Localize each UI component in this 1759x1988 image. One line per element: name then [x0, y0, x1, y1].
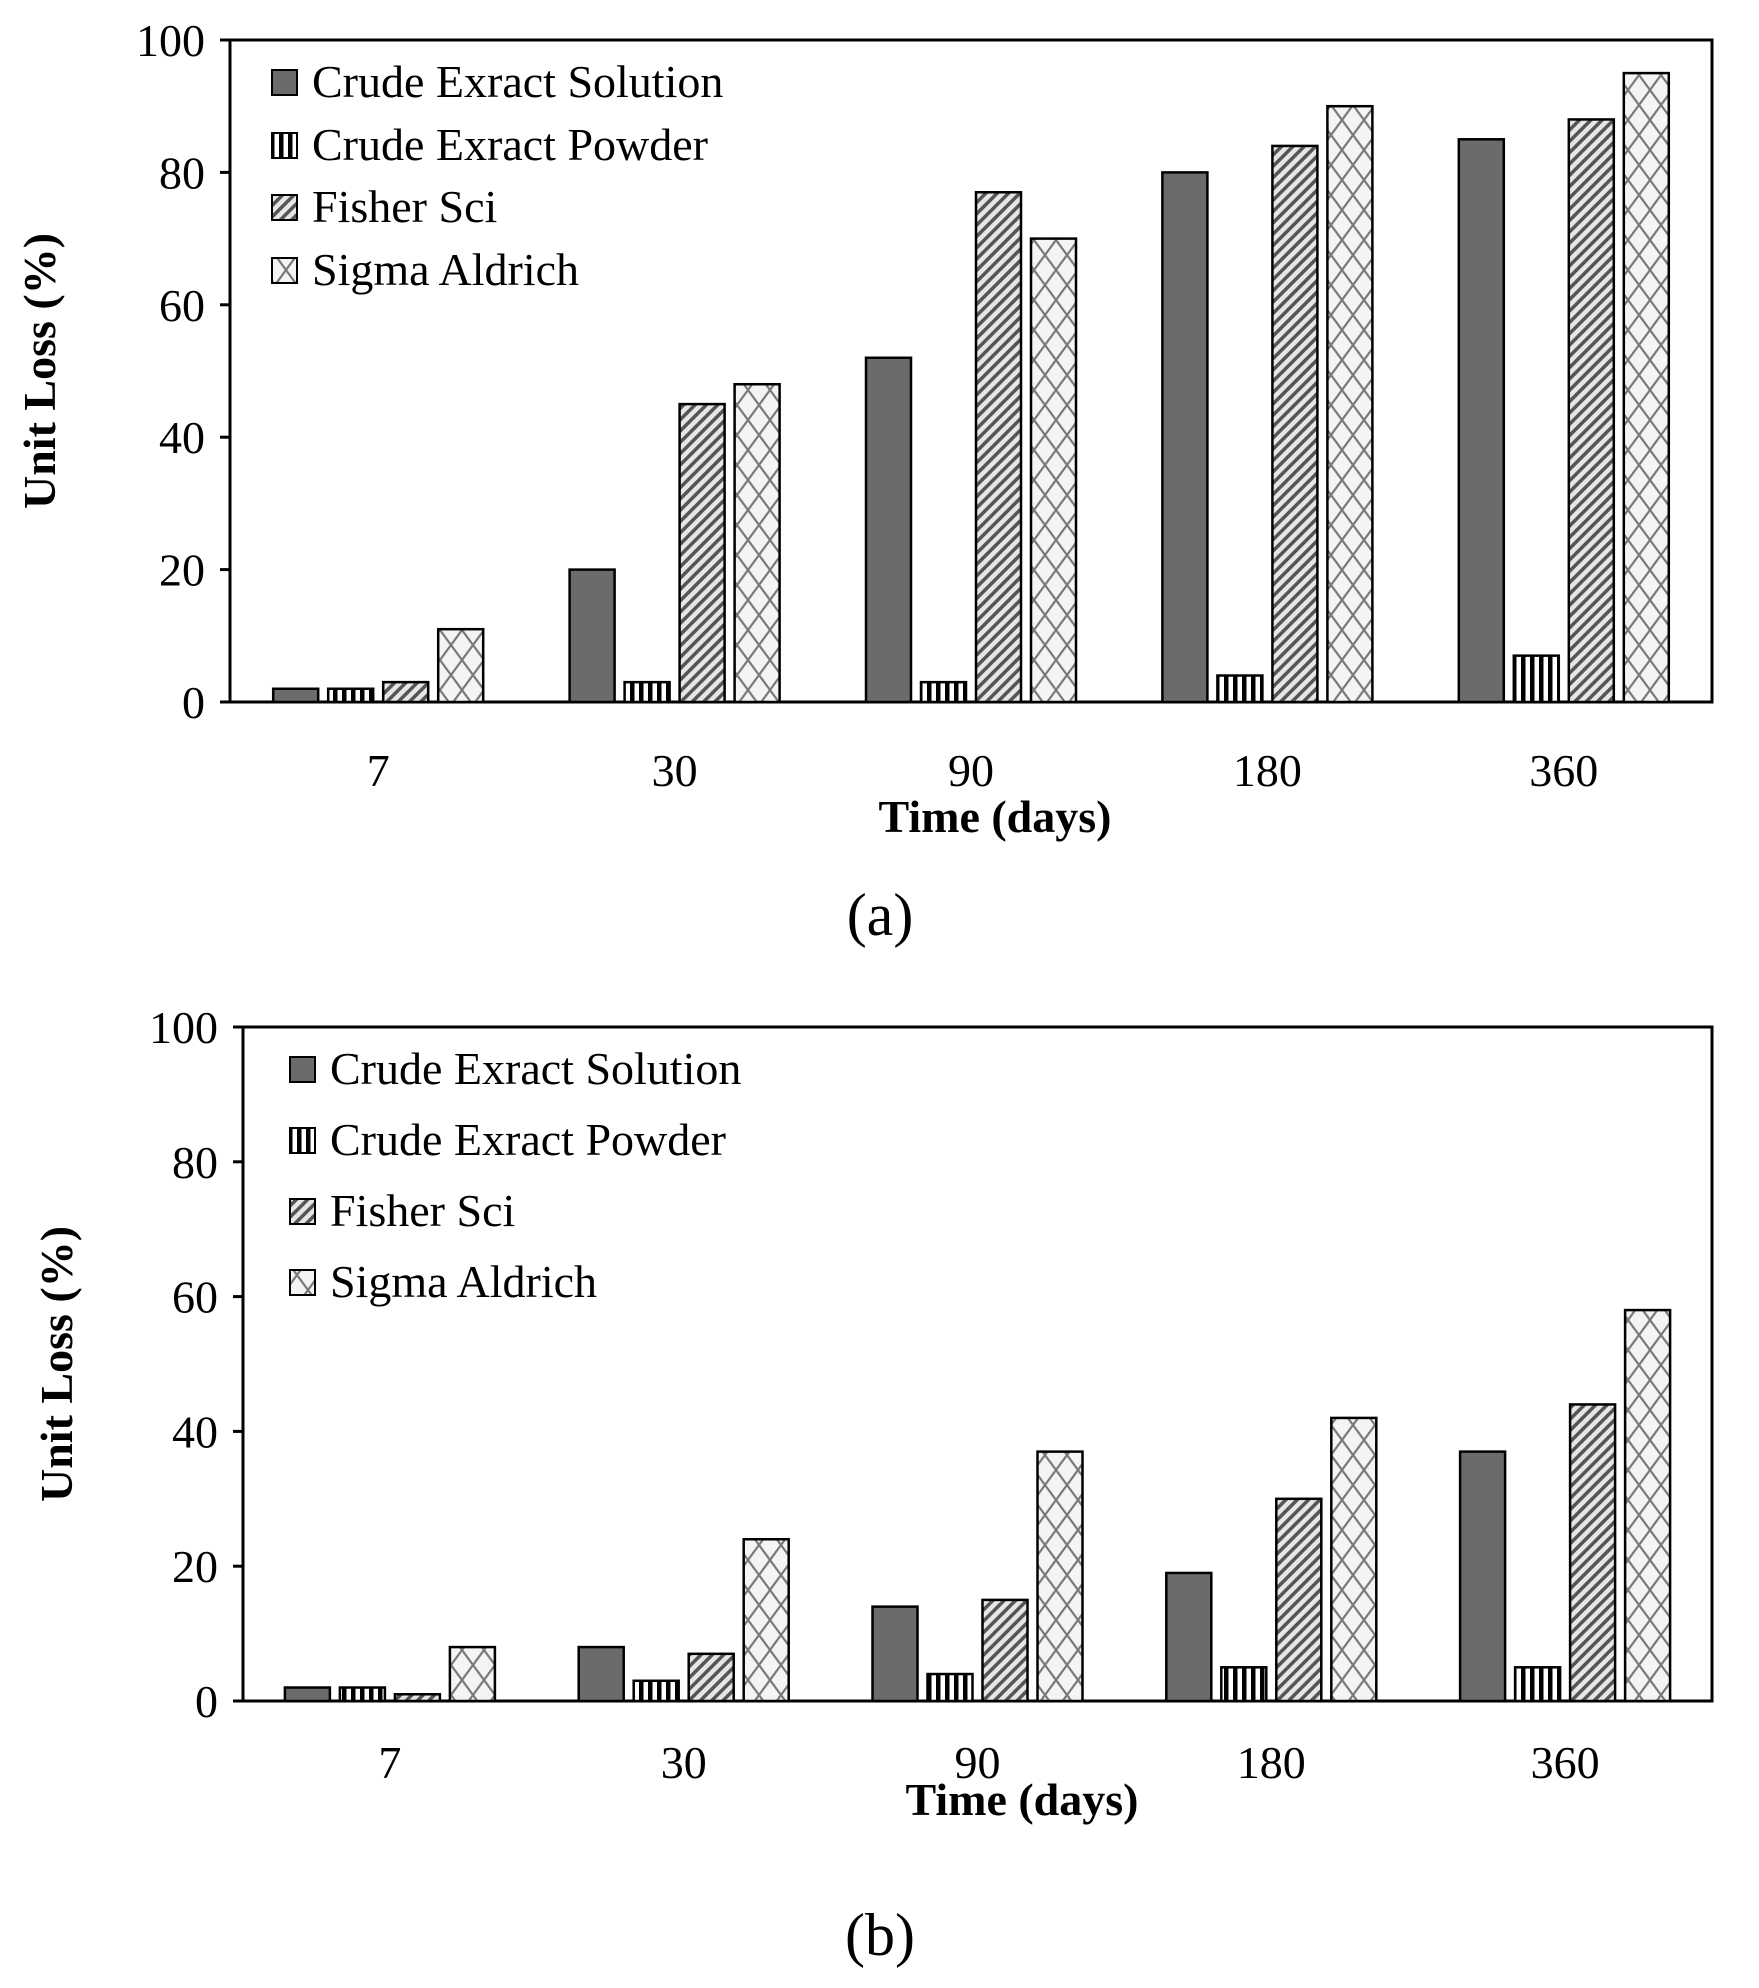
legend-swatch [289, 1198, 316, 1225]
bar-fisher-sci-30 [678, 402, 726, 704]
legend-swatch [289, 1269, 316, 1296]
y-tick-label: 40 [159, 412, 205, 463]
bar-crude-powder-7 [338, 1686, 387, 1703]
y-tick-label: 40 [172, 1406, 218, 1457]
bar-crude-solution-180 [1165, 1571, 1213, 1703]
x-tick-label: 90 [948, 745, 994, 796]
x-tick-label: 180 [1237, 1737, 1306, 1788]
y-axis-title-a: Unit Loss (%) [14, 233, 65, 509]
legend-label: Crude Exract Powder [312, 119, 708, 170]
legend-swatch [289, 1056, 316, 1083]
x-tick-label: 360 [1529, 745, 1598, 796]
legend-label: Sigma Aldrich [330, 1256, 597, 1307]
bar-fisher-sci-7 [393, 1693, 442, 1703]
panel-a: 0 20 40 60 80 100 7 30 90 180 360 Crude Exract So… [14, 15, 1714, 948]
bar-sigma-aldrich-30 [742, 1537, 790, 1703]
legend-swatch [271, 132, 298, 159]
legend-swatch [271, 194, 298, 221]
bars-b [283, 1308, 1672, 1703]
bar-crude-solution-30 [577, 1645, 625, 1703]
x-tick-labels-b: 7 30 90 180 360 [378, 1737, 1599, 1788]
bar-crude-solution-7 [283, 1686, 332, 1703]
bar-sigma-aldrich-7 [436, 627, 485, 704]
bar-sigma-aldrich-360 [1623, 1308, 1672, 1703]
legend-label: Sigma Aldrich [312, 244, 579, 295]
bar-crude-solution-90 [871, 1605, 919, 1703]
bar-fisher-sci-360 [1567, 118, 1616, 704]
bar-fisher-sci-7 [381, 680, 430, 704]
bar-crude-solution-360 [1458, 1450, 1507, 1703]
y-axis-title-b: Unit Loss (%) [31, 1226, 82, 1502]
bar-crude-solution-90 [864, 356, 913, 704]
y-tick-label: 100 [149, 1002, 218, 1053]
y-axis-ticks-a: 0 20 40 60 80 100 [136, 15, 230, 728]
y-tick-label: 20 [159, 545, 205, 596]
plot-frame-a [228, 38, 1714, 704]
x-axis-title-b: Time (days) [906, 1774, 1139, 1825]
x-axis-title-a: Time (days) [879, 791, 1112, 842]
bar-crude-solution-360 [1457, 138, 1506, 704]
legend-swatch [271, 257, 298, 284]
bar-crude-solution-30 [568, 568, 616, 704]
bar-sigma-aldrich-7 [448, 1645, 497, 1703]
bar-crude-solution-7 [271, 687, 320, 704]
legend-label: Fisher Sci [312, 181, 497, 232]
bar-sigma-aldrich-30 [733, 382, 781, 704]
bar-crude-powder-30 [632, 1679, 680, 1703]
bar-crude-powder-30 [623, 680, 671, 704]
y-tick-label: 0 [195, 1676, 218, 1727]
legend-a: Crude Exract Solution Crude Exract Powde… [271, 56, 723, 295]
y-axis-ticks-b: 0 20 40 60 80 100 [149, 1002, 243, 1727]
bar-sigma-aldrich-180 [1326, 104, 1374, 704]
bar-crude-powder-360 [1512, 654, 1561, 704]
legend-swatch [289, 1127, 316, 1154]
x-tick-label: 7 [367, 745, 390, 796]
legend-label: Crude Exract Powder [330, 1114, 726, 1165]
bar-fisher-sci-90 [981, 1598, 1029, 1703]
x-tick-label: 180 [1233, 745, 1302, 796]
y-tick-label: 0 [182, 677, 205, 728]
bar-fisher-sci-90 [974, 191, 1023, 704]
x-tick-label: 30 [661, 1737, 707, 1788]
bars-a [271, 71, 1671, 704]
bar-fisher-sci-360 [1568, 1403, 1617, 1703]
bar-sigma-aldrich-180 [1330, 1416, 1378, 1703]
y-tick-label: 60 [172, 1272, 218, 1323]
legend-label: Crude Exract Solution [312, 56, 723, 107]
bar-crude-solution-180 [1161, 171, 1209, 704]
x-tick-label: 30 [652, 745, 698, 796]
y-tick-label: 80 [159, 147, 205, 198]
panel-label-a: (a) [847, 882, 914, 948]
y-tick-label: 100 [136, 15, 205, 66]
y-tick-label: 80 [172, 1137, 218, 1188]
legend-label: Crude Exract Solution [330, 1043, 741, 1094]
bar-crude-powder-90 [926, 1672, 974, 1703]
x-tick-label: 360 [1531, 1737, 1600, 1788]
bar-fisher-sci-180 [1275, 1497, 1323, 1703]
x-tick-labels-a: 7 30 90 180 360 [367, 745, 1599, 796]
bar-crude-powder-360 [1513, 1666, 1562, 1703]
legend-swatch [271, 69, 298, 96]
legend-label: Fisher Sci [330, 1185, 515, 1236]
bar-sigma-aldrich-360 [1622, 71, 1671, 704]
y-tick-label: 60 [159, 280, 205, 331]
bar-crude-powder-180 [1220, 1666, 1268, 1703]
bar-crude-powder-7 [326, 687, 375, 704]
panel-b: 0 20 40 60 80 100 7 30 90 180 360 Crude Exract So… [31, 1002, 1714, 1968]
bar-crude-powder-180 [1216, 674, 1264, 704]
plot-frame-b [241, 1025, 1714, 1703]
legend-b: Crude Exract Solution Crude Exract Powde… [289, 1043, 741, 1307]
bar-sigma-aldrich-90 [1029, 237, 1078, 704]
panel-label-b: (b) [845, 1902, 915, 1968]
bar-fisher-sci-30 [687, 1652, 735, 1703]
bar-fisher-sci-180 [1271, 144, 1319, 704]
x-tick-label: 90 [955, 1737, 1001, 1788]
bar-crude-powder-90 [919, 680, 968, 704]
bar-sigma-aldrich-90 [1036, 1450, 1084, 1703]
y-tick-label: 20 [172, 1541, 218, 1592]
x-tick-label: 7 [378, 1737, 401, 1788]
